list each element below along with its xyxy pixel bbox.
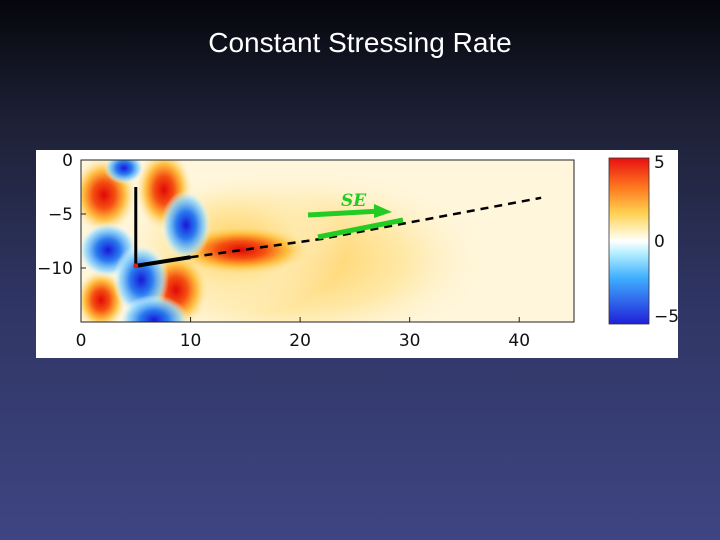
y-tick-label: −10	[37, 259, 73, 279]
fault-trace-dashed	[190, 196, 542, 259]
slide-title: Constant Stressing Rate	[208, 27, 512, 58]
x-tick-label: 10	[180, 331, 202, 351]
colorbar-tick-label: 5	[654, 153, 665, 173]
axes-layer: 0 10 20 30 40 0 −5 −10	[37, 151, 530, 351]
y-tick-label: 0	[62, 151, 73, 171]
slip-arrow-upper	[307, 208, 382, 218]
colorbar-tick-label: −5	[654, 307, 678, 327]
colorbar-tick-label: 0	[654, 232, 665, 252]
hypocenter-marker	[133, 263, 139, 269]
colorbar-gradient	[608, 157, 650, 325]
x-tick-label: 20	[289, 331, 311, 351]
x-tick-label: 0	[76, 331, 87, 351]
x-tick-label: 30	[399, 331, 421, 351]
heatmap-figure: SE 0 10 20 30 40 0 −5 −10 5 0 −5	[36, 150, 678, 358]
fault-segment-solid	[135, 255, 191, 268]
blue-stress-lobe	[119, 295, 189, 322]
blue-stress-lobe	[104, 160, 144, 184]
slip-arrow-lower	[317, 217, 404, 240]
plot-frame	[80, 159, 575, 323]
colorbar-labels: 5 0 −5	[654, 153, 678, 327]
fault-layer: SE	[133, 187, 542, 269]
stress-field	[81, 160, 496, 322]
blue-stress-lobe	[161, 190, 211, 260]
slip-direction-label: SE	[341, 191, 367, 211]
slip-arrow-head	[374, 204, 392, 218]
y-tick-label: −5	[48, 205, 73, 225]
heatmap-chart-svg: SE 0 10 20 30 40 0 −5 −10 5 0 −5	[37, 151, 678, 351]
x-tick-label: 40	[508, 331, 530, 351]
